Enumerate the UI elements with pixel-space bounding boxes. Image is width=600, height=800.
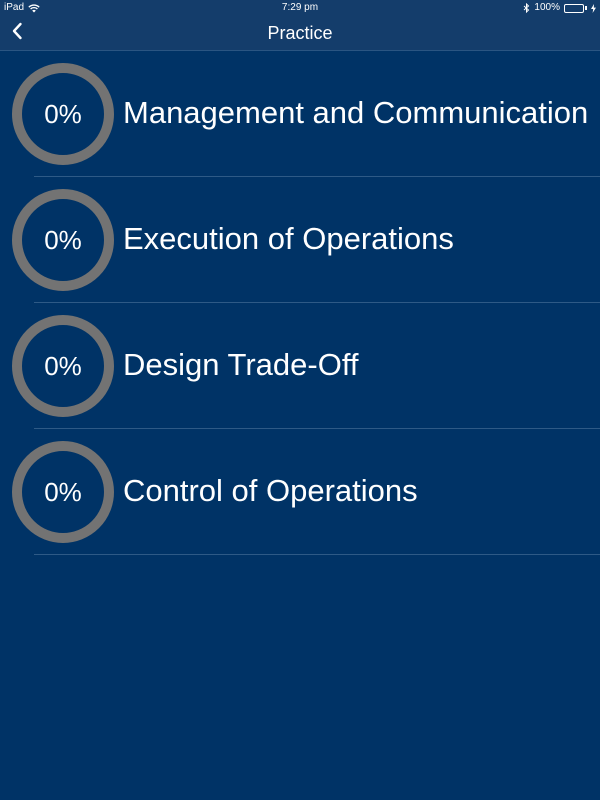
bluetooth-icon [523,3,530,13]
divider [34,176,600,177]
device-name: iPad [4,2,25,13]
divider [34,302,600,303]
divider [34,428,600,429]
battery-percent: 100% [534,2,560,13]
list-item[interactable]: 0% Control of Operations [0,429,600,555]
back-button[interactable] [4,19,30,47]
category-title: Control of Operations [123,473,418,508]
progress-ring: 0% [12,315,114,417]
progress-percent: 0% [44,350,82,381]
status-right: 100% [523,0,596,16]
status-bar: iPad 7:29 pm 100% [0,0,600,16]
charging-icon [591,3,596,13]
chevron-left-icon [11,22,23,45]
page-title: Practice [267,23,333,43]
category-title: Management and Communication [123,95,589,130]
status-time: 7:29 pm [281,2,319,13]
progress-percent: 0% [44,224,82,255]
divider [34,554,600,555]
category-title: Design Trade-Off [123,347,359,382]
status-left: iPad [4,0,40,16]
progress-percent: 0% [44,98,82,129]
progress-percent: 0% [44,476,82,507]
progress-ring: 0% [12,63,114,165]
nav-bar: Practice [0,16,600,51]
wifi-icon [28,3,40,13]
list-item[interactable]: 0% Design Trade-Off [0,303,600,429]
practice-category-list: 0% Management and Communication 0% Execu… [0,51,600,555]
list-item[interactable]: 0% Execution of Operations [0,177,600,303]
progress-ring: 0% [12,189,114,291]
category-title: Execution of Operations [123,221,454,256]
list-item[interactable]: 0% Management and Communication [0,51,600,177]
battery-icon [564,3,587,13]
progress-ring: 0% [12,441,114,543]
